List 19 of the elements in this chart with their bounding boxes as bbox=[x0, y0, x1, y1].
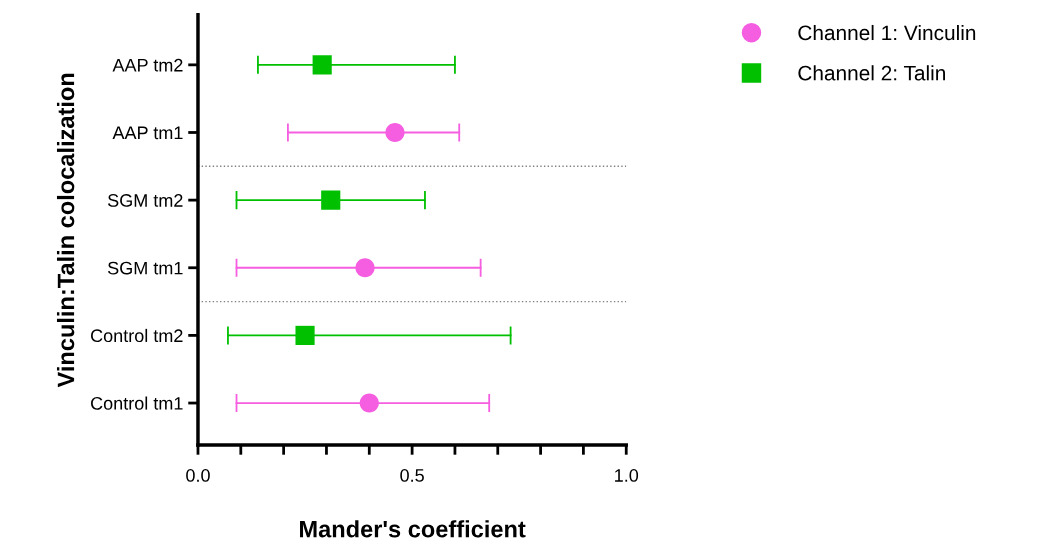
y-tick-label: SGM tm2 bbox=[107, 194, 183, 207]
y-tick-label: AAP tm2 bbox=[112, 58, 183, 72]
y-tick-label: AAP tm1 bbox=[112, 126, 183, 140]
point bbox=[355, 258, 375, 278]
y-tick-label: SGM tm1 bbox=[107, 261, 183, 275]
y-tick-label: Control tm1 bbox=[91, 396, 183, 410]
x-tick-label: 1.0 bbox=[615, 469, 639, 482]
y-axis-title: Vinculin:Talin colocalization bbox=[56, 73, 75, 388]
point bbox=[385, 122, 405, 143]
y-tick-label: Control tm2 bbox=[91, 328, 183, 343]
point bbox=[295, 325, 315, 345]
x-tick-label: 0.0 bbox=[186, 469, 210, 482]
point bbox=[359, 393, 379, 413]
legend-label: Channel 2: Talin bbox=[798, 65, 945, 81]
x-tick-label: 0.5 bbox=[400, 469, 424, 482]
point bbox=[312, 55, 332, 75]
x-axis-title: Mander's coefficient bbox=[300, 520, 526, 538]
point bbox=[321, 190, 341, 210]
legend-label: Channel 1: Vinculin bbox=[798, 24, 976, 41]
